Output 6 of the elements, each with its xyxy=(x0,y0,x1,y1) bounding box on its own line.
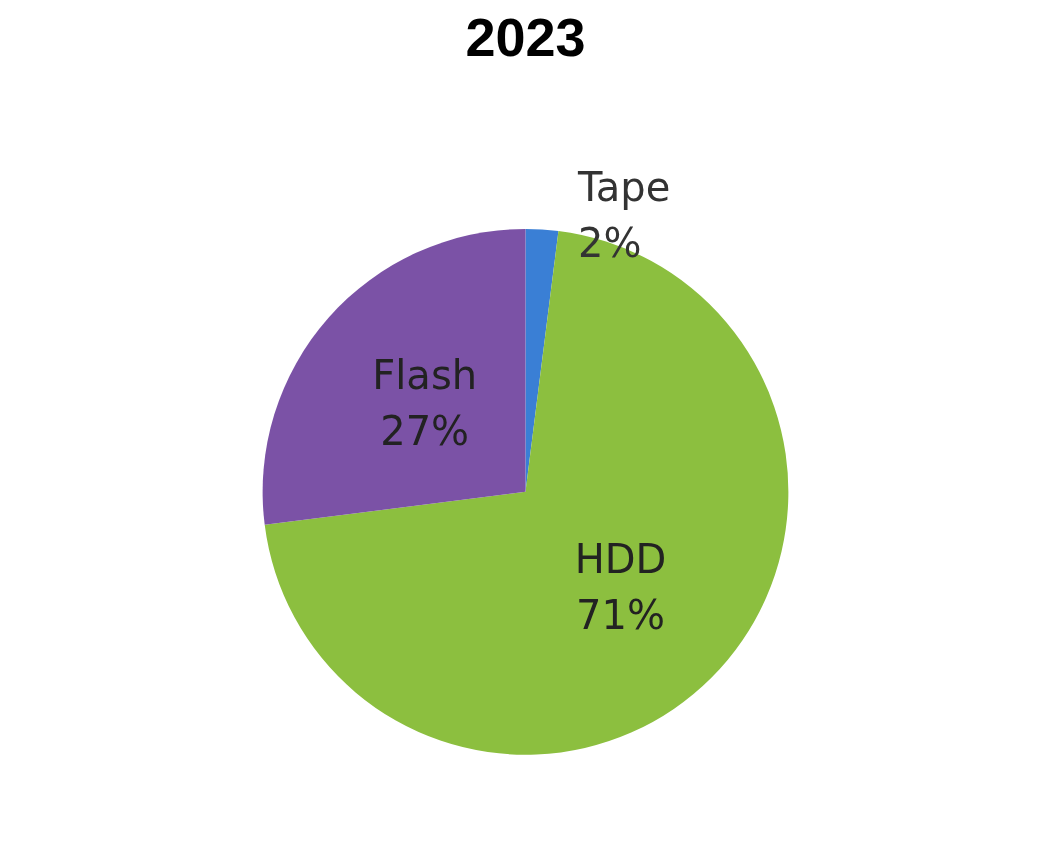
data-label: 71% xyxy=(576,591,666,638)
chart-title: 2023 xyxy=(465,7,586,67)
slice-label: Flash xyxy=(372,351,478,398)
slice-label: Tape xyxy=(576,163,671,210)
data-label: 27% xyxy=(380,407,470,454)
slice-label: HDD xyxy=(574,535,667,582)
